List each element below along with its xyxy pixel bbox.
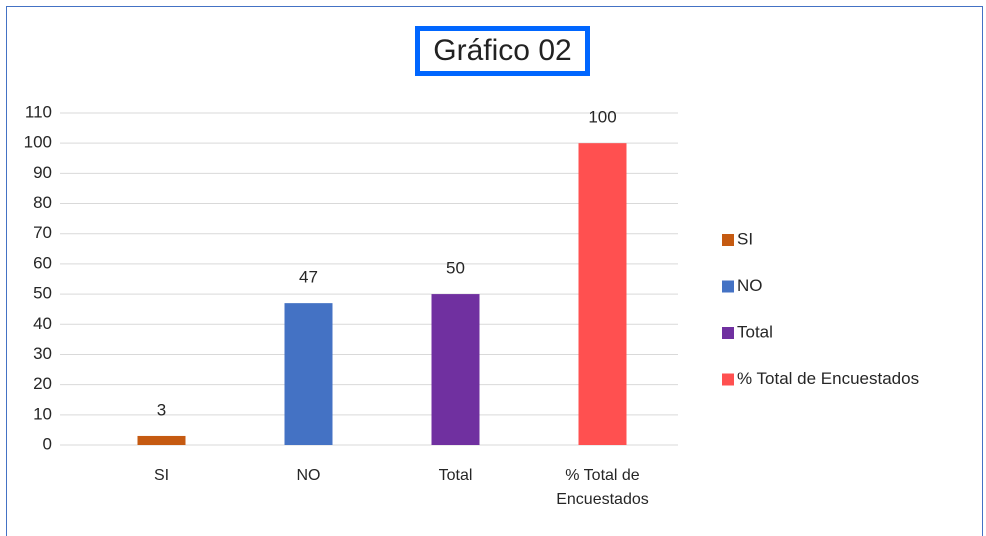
bar bbox=[431, 294, 480, 445]
y-tick-label: 50 bbox=[33, 284, 52, 303]
data-label: 50 bbox=[446, 259, 465, 278]
y-tick-label: 20 bbox=[33, 374, 52, 393]
y-tick-label: 90 bbox=[33, 163, 52, 182]
legend-label: Total bbox=[737, 322, 773, 341]
y-tick-label: 0 bbox=[43, 434, 52, 453]
x-tick-label: SI bbox=[153, 467, 170, 484]
y-tick-label: 30 bbox=[33, 344, 52, 363]
x-tick-label: Total bbox=[438, 467, 473, 484]
legend-swatch bbox=[722, 373, 734, 386]
legend-swatch bbox=[722, 280, 734, 293]
y-tick-label: 80 bbox=[33, 193, 52, 212]
data-label: 100 bbox=[588, 108, 616, 127]
y-tick-label: 10 bbox=[33, 404, 52, 423]
y-tick-label: 70 bbox=[33, 223, 52, 242]
x-tick-label: NO bbox=[296, 467, 321, 484]
legend-swatch bbox=[722, 234, 734, 246]
data-label: 47 bbox=[299, 268, 318, 287]
chart-title: Gráfico 02 bbox=[415, 26, 590, 76]
x-tick-label: % Total de Encuestados bbox=[556, 467, 649, 508]
y-tick-label: 40 bbox=[33, 314, 52, 333]
bar bbox=[284, 303, 333, 445]
chart-frame bbox=[6, 6, 983, 536]
data-label: 3 bbox=[157, 400, 166, 419]
y-tick-label: 110 bbox=[25, 102, 52, 121]
y-tick-label: 100 bbox=[24, 133, 52, 152]
legend-label: SI bbox=[737, 229, 753, 248]
legend-label: % Total de Encuestados bbox=[737, 369, 919, 388]
legend-label: NO bbox=[737, 276, 763, 295]
bar bbox=[137, 435, 186, 445]
bar bbox=[578, 143, 627, 445]
y-tick-label: 60 bbox=[33, 253, 52, 272]
legend-swatch bbox=[722, 327, 734, 339]
